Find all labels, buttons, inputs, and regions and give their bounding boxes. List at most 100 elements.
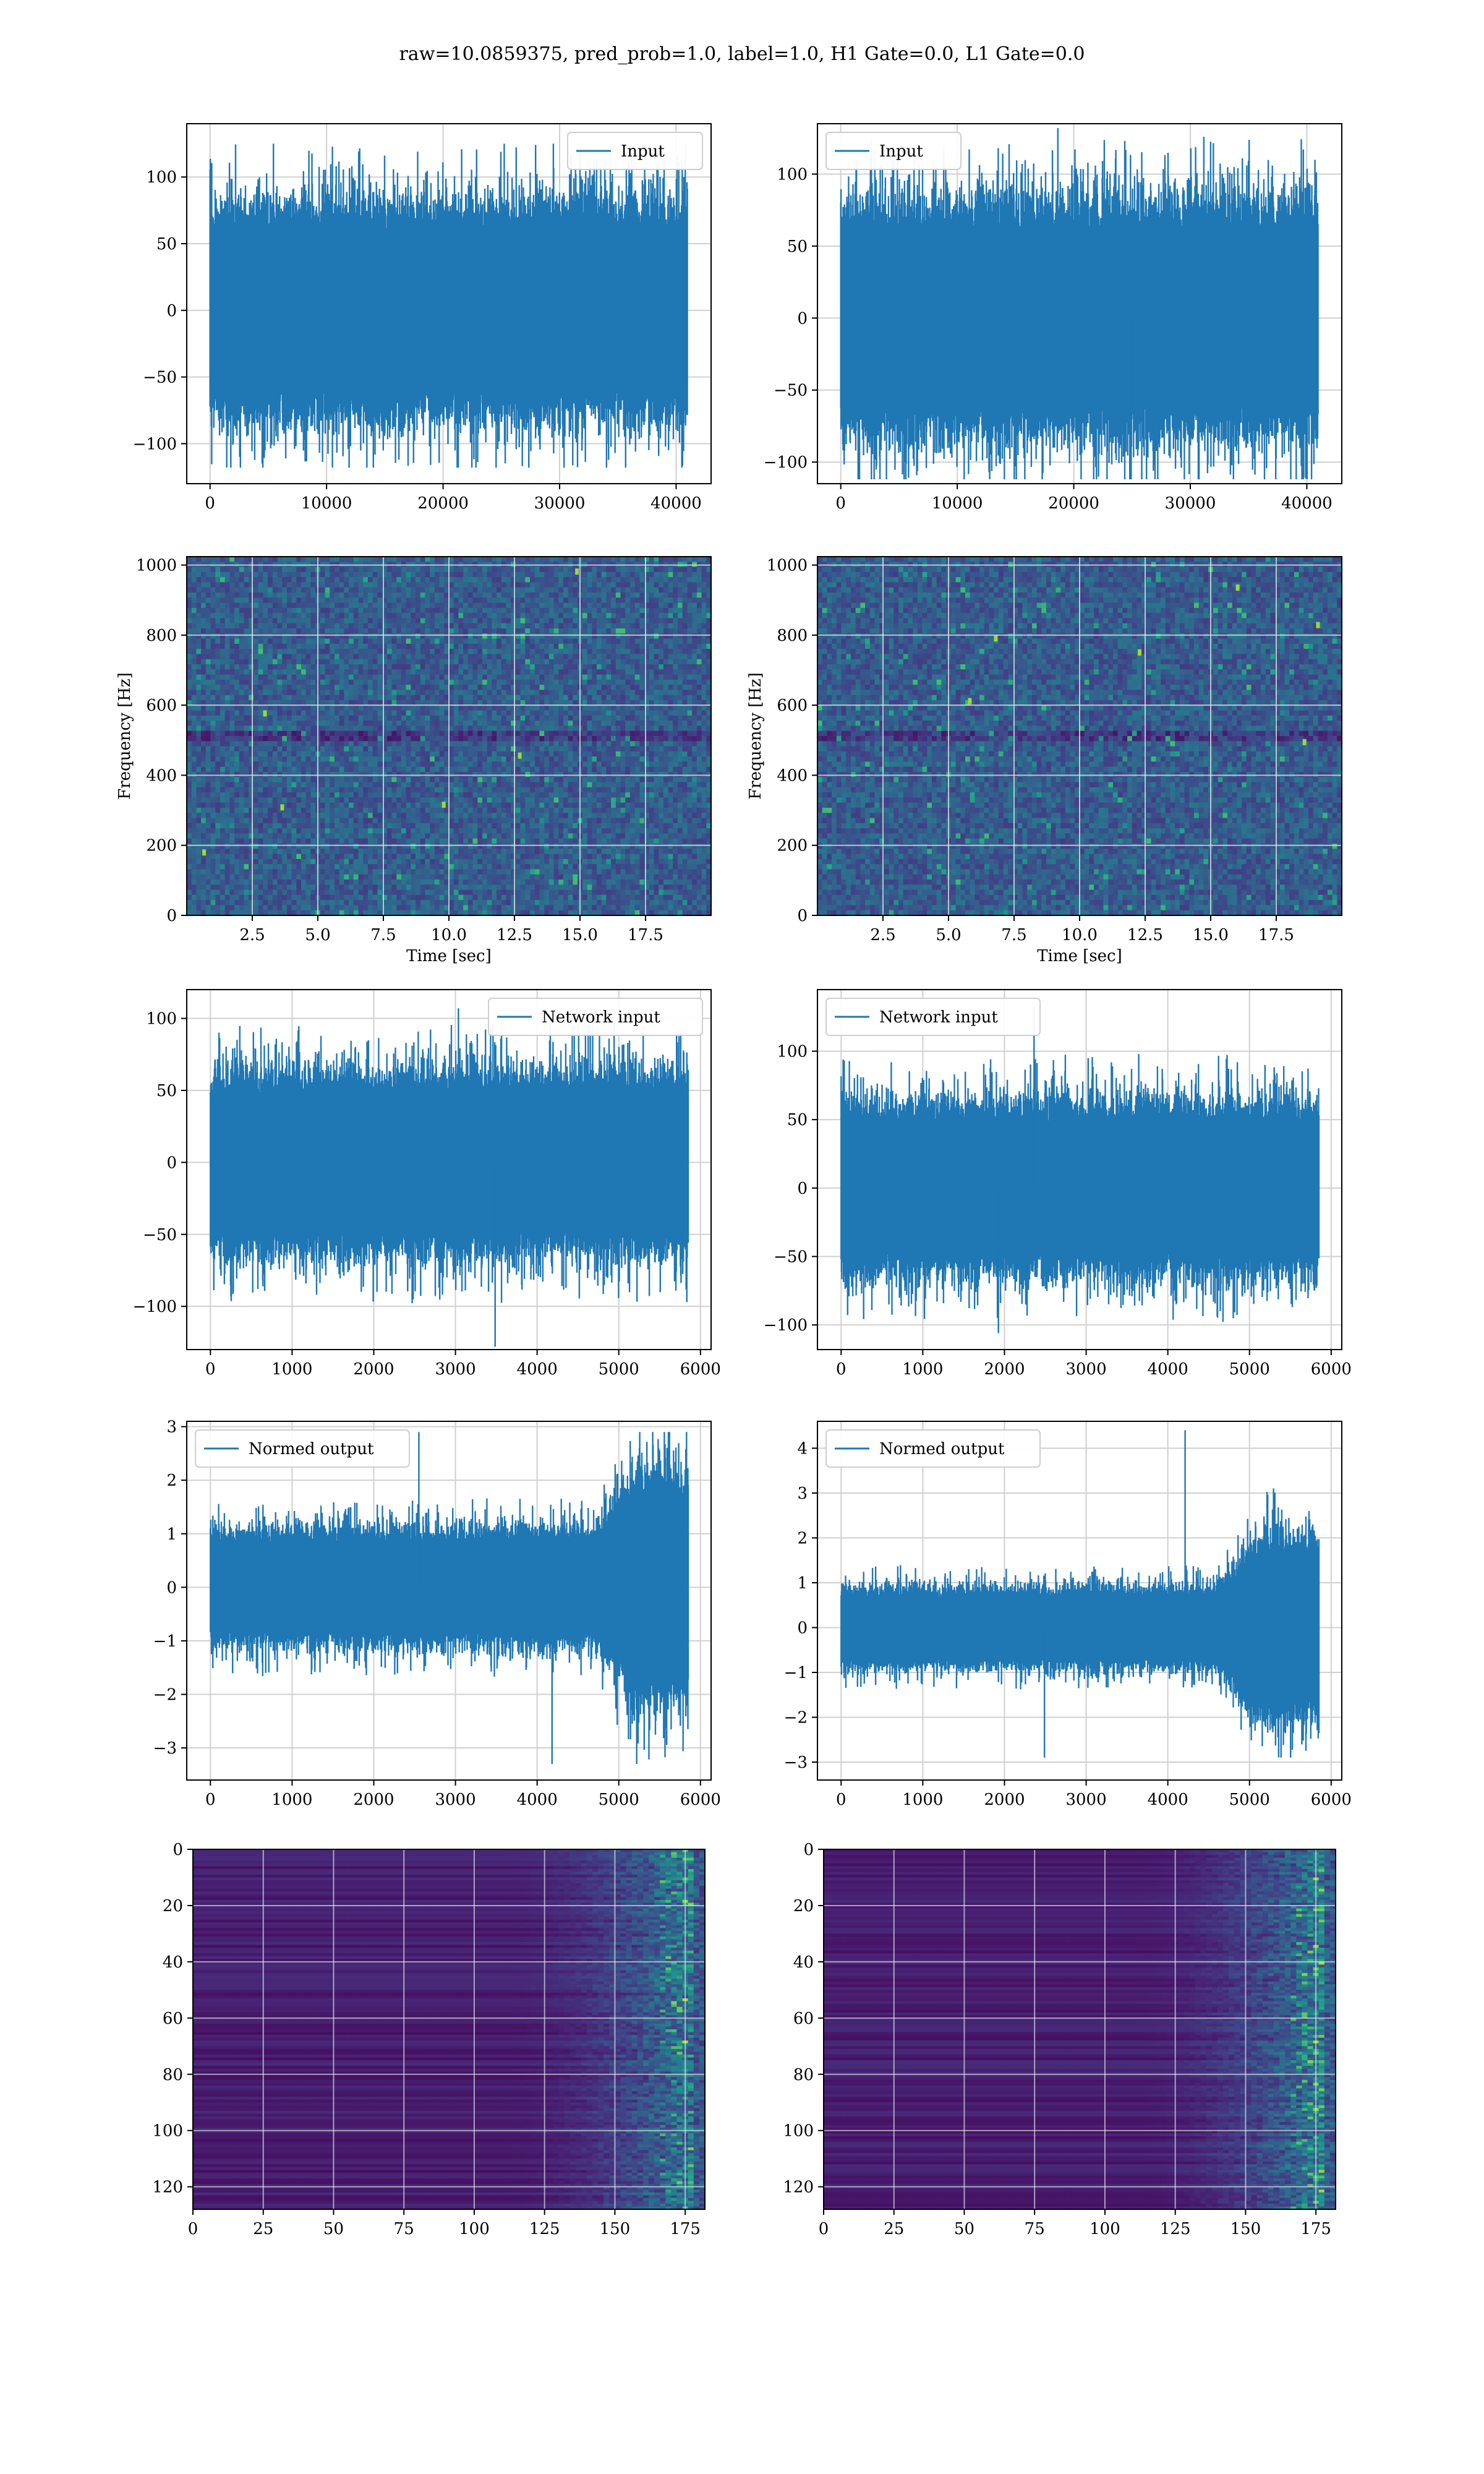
heat-cell bbox=[625, 582, 630, 588]
heat-cell bbox=[220, 588, 225, 593]
heat-cell bbox=[511, 664, 516, 670]
heat-cell bbox=[359, 572, 364, 578]
heat-cell bbox=[454, 618, 459, 623]
heat-cell bbox=[525, 557, 530, 562]
heat-cell bbox=[688, 654, 693, 659]
heat-cell bbox=[363, 639, 368, 644]
heat-cell bbox=[697, 664, 702, 670]
heat-cell bbox=[282, 593, 287, 598]
heat-cell bbox=[473, 593, 478, 598]
heat-cell bbox=[425, 593, 430, 598]
heat-cell bbox=[273, 603, 278, 609]
heat-cell bbox=[449, 588, 454, 593]
heat-cell bbox=[335, 633, 339, 639]
heat-cell bbox=[573, 649, 578, 654]
heat-cell bbox=[229, 572, 234, 578]
heat-cell bbox=[649, 639, 654, 644]
heat-cell bbox=[573, 633, 578, 639]
heat-cell bbox=[639, 623, 644, 629]
heat-cell bbox=[673, 613, 678, 618]
heat-cell bbox=[354, 654, 359, 659]
heat-cell bbox=[368, 567, 373, 573]
heat-cell bbox=[587, 633, 592, 639]
heat-cell bbox=[702, 572, 707, 578]
heat-cell bbox=[377, 582, 382, 588]
heat-cell bbox=[549, 659, 554, 665]
heat-cell bbox=[530, 659, 535, 665]
heat-cell bbox=[396, 567, 401, 573]
heat-cell bbox=[354, 618, 359, 623]
heat-cell bbox=[587, 577, 592, 583]
heat-cell bbox=[544, 639, 549, 644]
heat-cell bbox=[639, 649, 644, 654]
heat-cell bbox=[568, 659, 573, 665]
heat-cell bbox=[292, 639, 297, 644]
heat-cell bbox=[563, 557, 568, 562]
heat-cell bbox=[487, 618, 492, 623]
heat-cell bbox=[688, 633, 693, 639]
heat-cell bbox=[220, 633, 225, 639]
heat-cell bbox=[602, 654, 607, 659]
heat-cell bbox=[668, 597, 673, 603]
heat-cell bbox=[430, 633, 435, 639]
heat-cell bbox=[582, 633, 587, 639]
heat-cell bbox=[373, 588, 378, 593]
heat-cell bbox=[549, 588, 554, 593]
heat-cell bbox=[458, 664, 463, 670]
heat-cell bbox=[492, 597, 497, 603]
heat-cell bbox=[692, 572, 697, 578]
heat-cell bbox=[688, 644, 693, 649]
heat-cell bbox=[306, 618, 311, 623]
heat-cell bbox=[306, 659, 311, 665]
heat-cell bbox=[396, 577, 401, 583]
heat-cell bbox=[411, 633, 416, 639]
heat-cell bbox=[516, 649, 521, 654]
heat-cell bbox=[363, 582, 368, 588]
heat-cell bbox=[554, 669, 559, 675]
heat-cell bbox=[521, 593, 526, 598]
heat-cell bbox=[320, 582, 325, 588]
heat-cell bbox=[639, 639, 644, 644]
heat-cell bbox=[521, 618, 526, 623]
heat-cell bbox=[649, 628, 654, 634]
heat-cell bbox=[234, 628, 239, 634]
heat-cell bbox=[540, 567, 545, 573]
heat-cell bbox=[649, 633, 654, 639]
heat-cell bbox=[273, 654, 278, 659]
heat-cell bbox=[602, 557, 607, 562]
heat-cell bbox=[454, 608, 459, 614]
heat-cell bbox=[310, 623, 315, 629]
heat-cell bbox=[406, 588, 411, 593]
legend-label: Input bbox=[621, 142, 665, 161]
heat-cell bbox=[206, 618, 211, 623]
heat-cell bbox=[663, 572, 668, 578]
heat-cell bbox=[525, 644, 530, 649]
heat-cell bbox=[373, 669, 378, 675]
heat-cell bbox=[697, 567, 702, 573]
heat-cell bbox=[501, 639, 506, 644]
heat-cell bbox=[668, 572, 673, 578]
heat-cell bbox=[282, 608, 287, 614]
heat-cell bbox=[463, 628, 468, 634]
heat-cell bbox=[325, 593, 330, 598]
heat-cell bbox=[249, 623, 254, 629]
line-chart-r1c2: 0 10000 20000 30000 40000−100−50050100Input bbox=[764, 124, 1342, 513]
heat-cell bbox=[354, 669, 359, 675]
heat-cell bbox=[201, 603, 206, 609]
heat-cell bbox=[678, 577, 683, 583]
heat-cell bbox=[587, 593, 592, 598]
heat-cell bbox=[335, 572, 339, 578]
heat-cell bbox=[530, 644, 535, 649]
heat-cell bbox=[373, 582, 378, 588]
heat-cell bbox=[678, 572, 683, 578]
heat-cell bbox=[501, 588, 506, 593]
heat-cell bbox=[683, 654, 688, 659]
heat-cell bbox=[554, 623, 559, 629]
heat-cell bbox=[463, 649, 468, 654]
heat-cell bbox=[487, 582, 492, 588]
heat-cell bbox=[339, 633, 344, 639]
heat-cell bbox=[602, 623, 607, 629]
heat-cell bbox=[573, 593, 578, 598]
heat-cell bbox=[697, 644, 702, 649]
heat-cell bbox=[396, 639, 401, 644]
